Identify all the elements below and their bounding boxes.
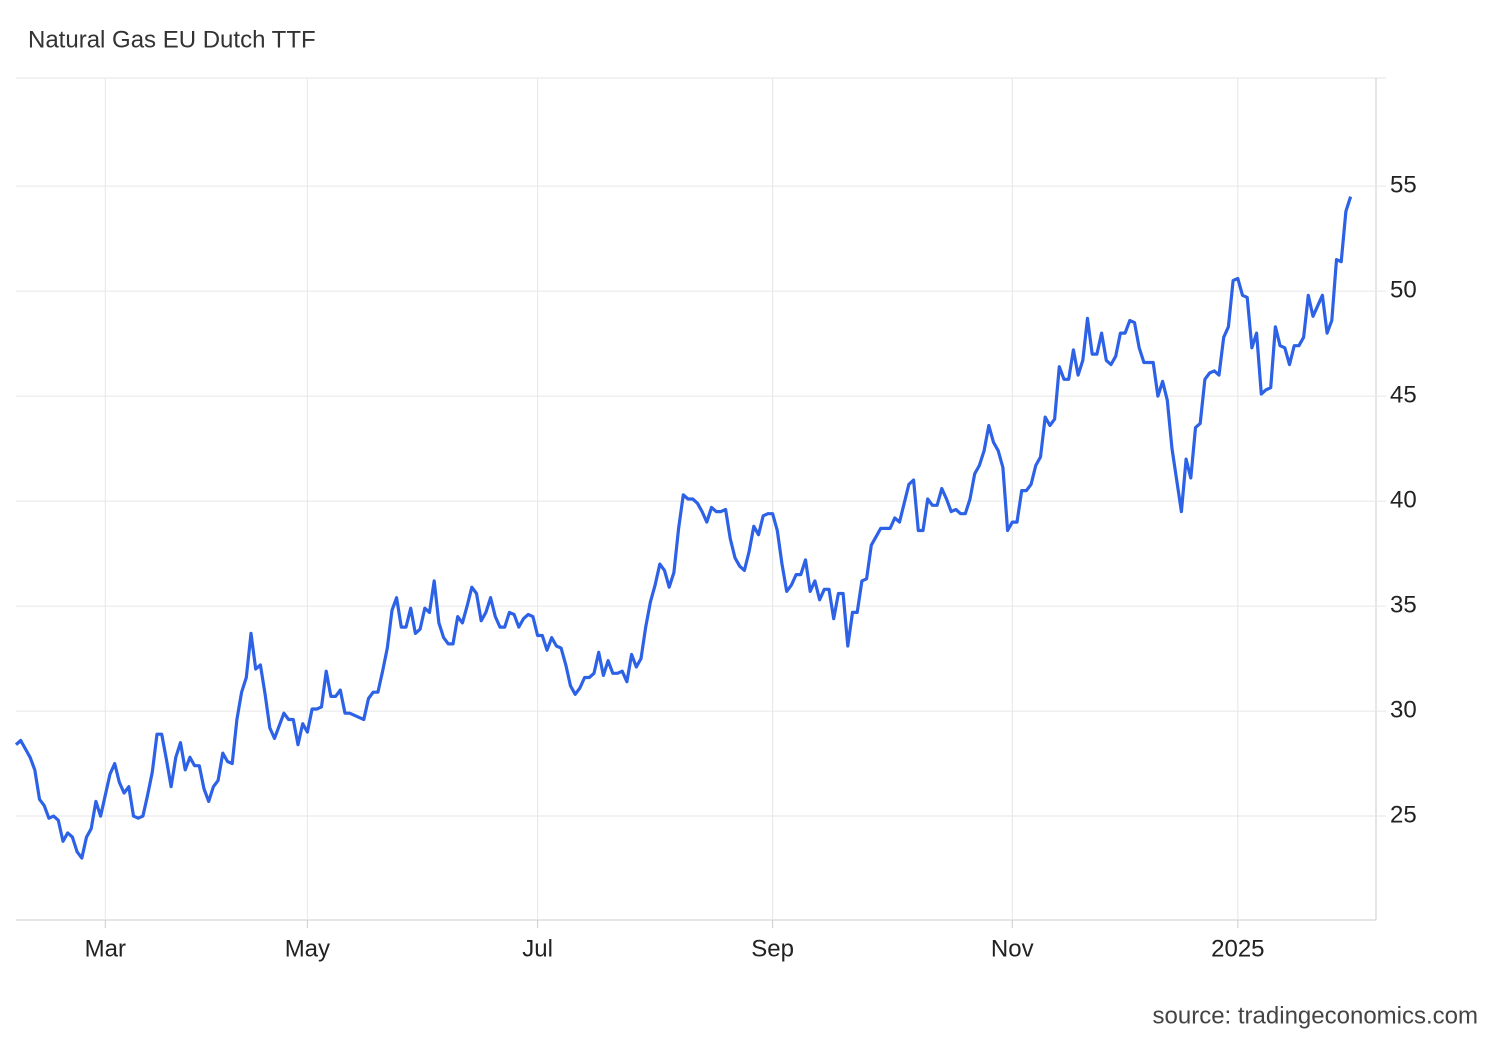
x-tick-label: Mar — [85, 935, 126, 962]
x-tick-label: Jul — [522, 935, 553, 962]
y-tick-label: 30 — [1390, 696, 1417, 723]
y-tick-label: 45 — [1390, 381, 1417, 408]
x-tick-label: Sep — [751, 935, 794, 962]
chart-title: Natural Gas EU Dutch TTF — [28, 26, 316, 53]
source-note: source: tradingeconomics.com — [1153, 1002, 1478, 1029]
y-tick-label: 50 — [1390, 276, 1417, 303]
x-tick-label: May — [285, 935, 330, 962]
price-line — [14, 196, 1353, 860]
x-tick-label: 2025 — [1211, 935, 1264, 962]
y-tick-label: 35 — [1390, 591, 1417, 618]
y-tick-label: 40 — [1390, 486, 1417, 513]
y-tick-label: 25 — [1390, 801, 1417, 828]
x-tick-label: Nov — [991, 935, 1034, 962]
y-tick-label: 55 — [1390, 171, 1417, 198]
